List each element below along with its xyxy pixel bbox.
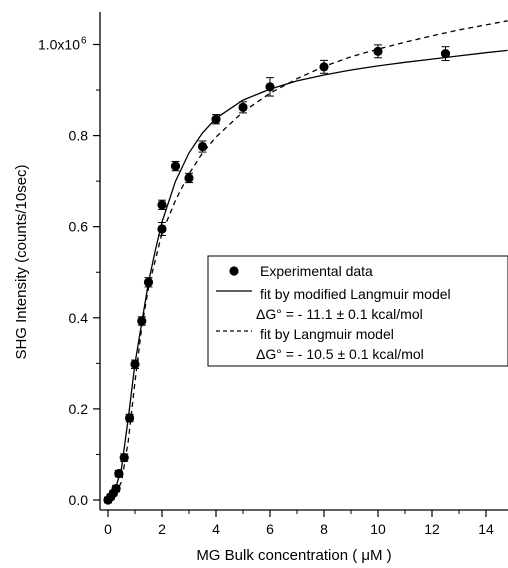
x-tick-label: 0 [104, 521, 112, 537]
experimental-data-points [103, 44, 451, 505]
data-point-marker [130, 359, 140, 369]
x-tick-label: 14 [478, 521, 494, 537]
data-point-marker [184, 173, 194, 183]
legend-label: fit by Langmuir model [260, 326, 394, 342]
data-point-marker [440, 49, 451, 59]
y-tick-label: 0.8 [69, 128, 89, 144]
data-point-marker [373, 46, 383, 56]
legend-label: ΔG° = - 11.1 ± 0.1 kcal/mol [256, 306, 423, 322]
data-point-marker [157, 200, 167, 210]
x-tick-label: 4 [212, 521, 220, 537]
data-point [265, 77, 275, 97]
data-point [184, 172, 194, 184]
y-tick-label: 1.0x10 [38, 37, 80, 53]
legend: Experimental data fit by modified Langmui… [207, 255, 508, 367]
data-point-marker [170, 161, 181, 171]
x-tick-label: 12 [424, 521, 440, 537]
data-point [125, 413, 135, 423]
data-point-marker [111, 484, 121, 494]
y-tick-label: 0.4 [69, 310, 89, 326]
data-point [137, 316, 147, 326]
legend-box [207, 255, 508, 367]
x-tick-label: 6 [266, 521, 274, 537]
data-point [170, 160, 181, 172]
data-point-marker [143, 277, 154, 287]
x-tick-label: 10 [370, 521, 386, 537]
data-point [157, 222, 167, 236]
y-axis-ticks: 0.0 0.2 0.4 0.6 0.8 1.0x10 6 [38, 36, 100, 508]
y-tick-label: 0.6 [69, 219, 89, 235]
data-point-marker [197, 141, 208, 152]
data-point [319, 59, 329, 74]
x-axis-label: MG Bulk concentration ( μM ) [196, 547, 391, 564]
plot-frame [99, 12, 508, 511]
data-point-marker [137, 316, 147, 326]
data-point [197, 140, 208, 153]
data-point [157, 199, 167, 210]
x-tick-label: 2 [158, 521, 166, 537]
y-tick-label: 0.2 [69, 401, 89, 417]
data-point-marker [119, 453, 129, 463]
data-point-marker [238, 102, 248, 112]
data-point [373, 44, 383, 59]
x-axis-ticks: 0 2 4 6 8 10 12 14 [104, 510, 494, 537]
data-point-marker [211, 114, 221, 124]
data-point [238, 101, 248, 114]
x-tick-label: 8 [320, 521, 328, 537]
data-point [130, 359, 140, 369]
data-point [119, 453, 129, 463]
legend-label: ΔG° = - 10.5 ± 0.1 kcal/mol [256, 346, 424, 362]
data-point-marker [265, 82, 275, 92]
data-point-marker [125, 413, 135, 423]
data-point [111, 484, 121, 494]
y-axis-label: SHG Intensity (counts/10sec) [13, 164, 30, 359]
data-point [440, 46, 451, 62]
data-point-marker [157, 224, 167, 234]
y-tick-label: 0.0 [69, 492, 89, 508]
modified-langmuir-fit-curve [107, 49, 508, 501]
data-point [211, 114, 221, 125]
data-point [143, 277, 154, 288]
fit-curves [107, 20, 508, 501]
y-tick-exponent: 6 [81, 36, 87, 47]
data-point [114, 468, 124, 479]
legend-label: Experimental data [260, 263, 373, 279]
data-point-marker [319, 62, 329, 72]
legend-marker-point [229, 266, 239, 276]
legend-label: fit by modified Langmuir model [260, 286, 451, 302]
data-point-marker [114, 468, 124, 479]
